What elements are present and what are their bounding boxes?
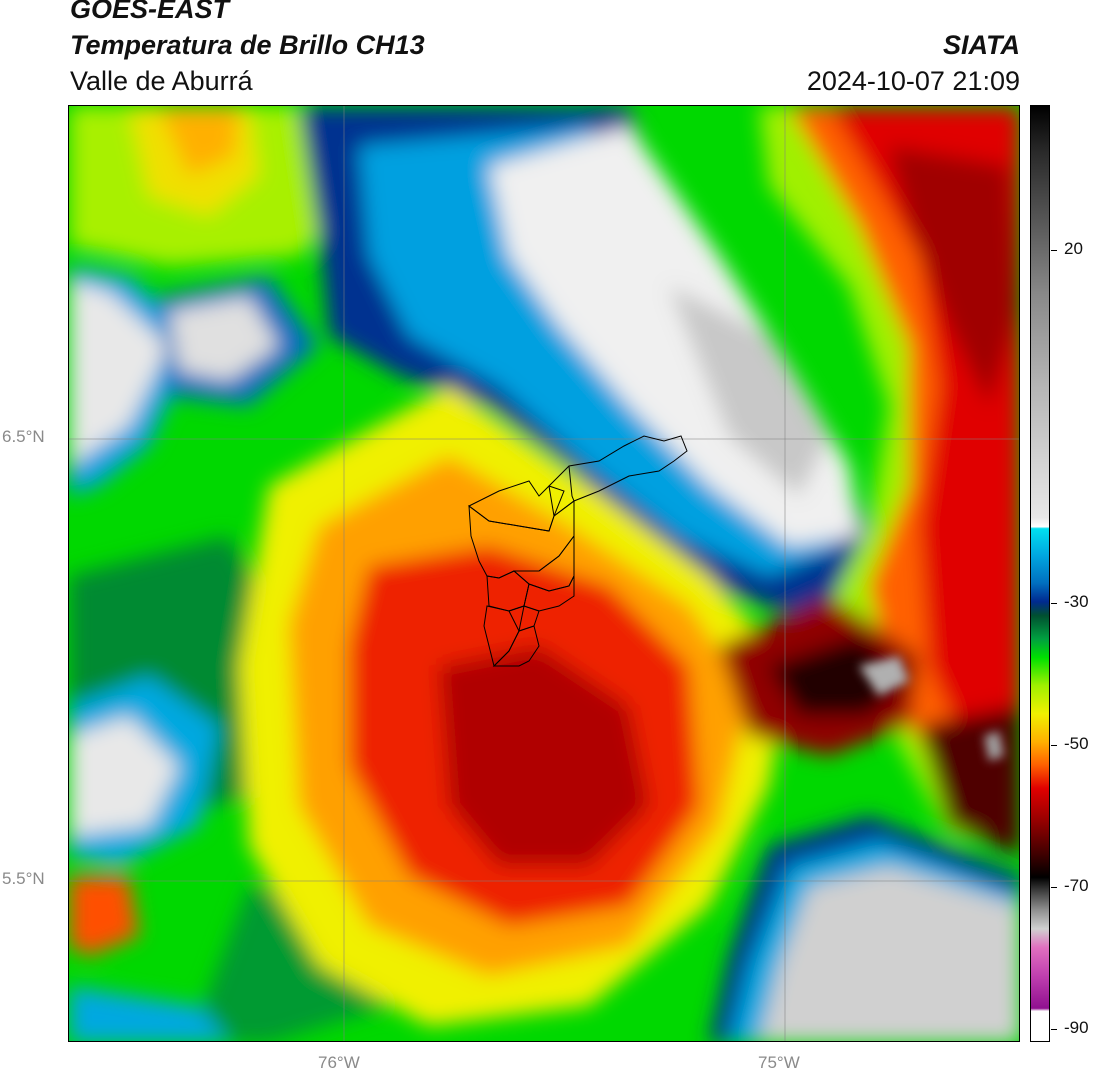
lon-label-76w: 76°W — [318, 1053, 360, 1072]
colorbar-label-minus70: -70 — [1064, 876, 1089, 895]
cold-cloud-top-gray — [669, 286, 829, 496]
warm-spot-bottom-left — [69, 876, 139, 956]
lat-label-5-5: 5.5°N — [2, 869, 45, 888]
cloud-highlight — [984, 731, 1004, 761]
map-canvas — [69, 106, 1019, 1041]
institution-label: SIATA — [943, 30, 1020, 60]
colorbar-tick — [1051, 1029, 1057, 1030]
lon-label-75w: 75°W — [758, 1053, 800, 1072]
datetime-label: 2024-10-07 21:09 — [806, 66, 1020, 96]
municipality-border — [568, 465, 575, 502]
warm-right-darkred — [889, 146, 1019, 406]
dark-cluster-core — [769, 636, 909, 716]
cold-cloud-left-core — [69, 281, 169, 466]
colorbar-tick — [1051, 745, 1057, 746]
lat-label-6-5: 6.5°N — [2, 427, 45, 446]
brightness-temperature-map — [68, 105, 1020, 1042]
region-subtitle: Valle de Aburrá — [70, 66, 253, 96]
colorbar-tick — [1051, 250, 1057, 251]
cold-cloud-bottom-right-core — [759, 866, 1019, 1041]
cold-strip-bottom — [69, 986, 228, 1041]
colorbar-label-minus90: -90 — [1064, 1018, 1089, 1037]
colorbar-tick — [1051, 603, 1057, 604]
cold-cloud-left-2-core — [169, 296, 279, 381]
municipality-border — [548, 435, 688, 517]
municipality-outlines — [468, 435, 688, 667]
cloud-highlight — [859, 656, 909, 696]
colorbar-label-minus30: -30 — [1064, 592, 1089, 611]
orange-area — [159, 106, 239, 176]
product-title: Temperatura de Brillo CH13 — [70, 30, 425, 60]
municipality-border — [492, 625, 540, 667]
central-warm-darkred — [439, 646, 649, 866]
municipality-border — [508, 605, 540, 632]
colorbar-label-20: 20 — [1064, 239, 1083, 258]
cold-cloud-bottom-left-core — [69, 716, 179, 836]
temperature-colorbar — [1030, 105, 1050, 1042]
colorbar-tick — [1051, 887, 1057, 888]
satellite-title: GOES-EAST — [70, 0, 230, 24]
colorbar-label-minus50: -50 — [1064, 734, 1089, 753]
